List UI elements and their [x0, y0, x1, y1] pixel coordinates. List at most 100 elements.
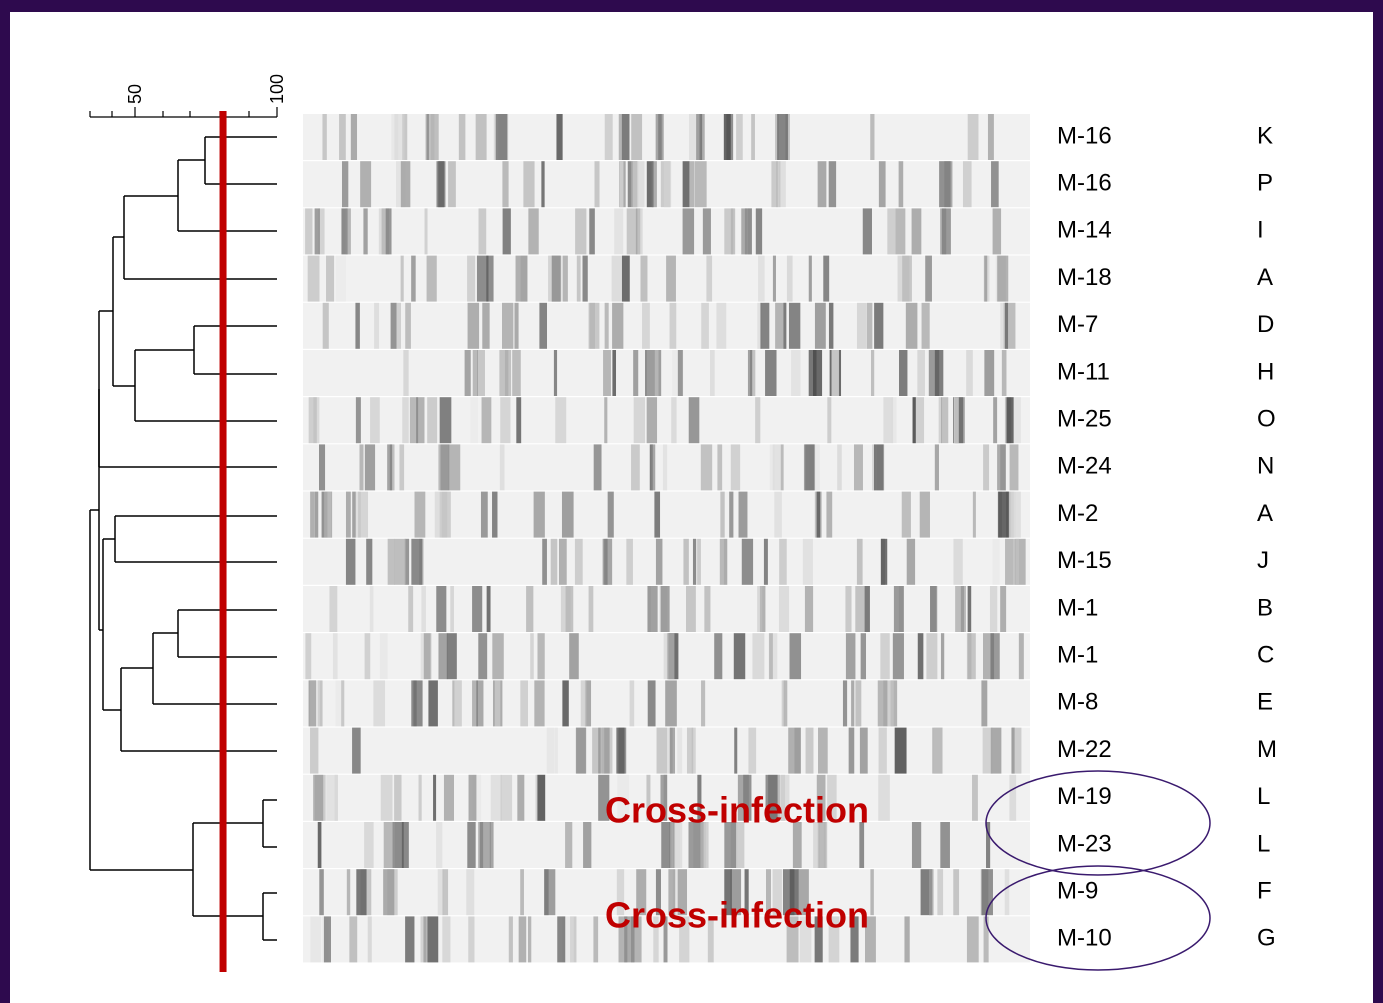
- gel-band: [627, 161, 638, 208]
- gel-band: [874, 444, 884, 491]
- gel-band: [618, 916, 628, 963]
- gel-band: [660, 774, 668, 821]
- gel-band: [757, 586, 763, 632]
- gel-band: [778, 161, 786, 208]
- gel-band: [781, 680, 786, 727]
- gel-band: [366, 538, 373, 585]
- gel-band: [1001, 350, 1007, 396]
- gel-band: [930, 586, 937, 632]
- gel-band: [618, 727, 627, 774]
- gel-band: [562, 916, 574, 963]
- gel-band: [724, 869, 732, 916]
- gel-band: [697, 774, 702, 821]
- isolate-label: M-24: [1057, 453, 1112, 480]
- gel-band: [556, 114, 563, 160]
- gel-band: [883, 397, 894, 444]
- gel-band: [617, 774, 630, 821]
- gel-band: [317, 822, 322, 868]
- gel-band: [677, 350, 683, 396]
- gel-band: [476, 680, 484, 727]
- gel-band: [530, 633, 534, 680]
- gel-band: [551, 255, 562, 302]
- gel-band: [618, 114, 630, 160]
- gel-band: [472, 586, 483, 632]
- gel-band: [878, 774, 890, 821]
- gel-band: [902, 255, 912, 302]
- gel-band: [967, 586, 972, 632]
- gel-band: [486, 586, 491, 632]
- gel-band: [598, 774, 610, 821]
- gel-band: [804, 586, 814, 632]
- gel-band: [604, 302, 609, 349]
- gel-band: [520, 680, 528, 727]
- gel-band: [489, 822, 494, 868]
- gel-band: [448, 444, 461, 491]
- gel-band: [904, 916, 910, 963]
- gel-band: [626, 208, 638, 255]
- gel-band: [576, 255, 581, 302]
- gel-band: [442, 916, 451, 963]
- isolate-label: M-1: [1057, 594, 1098, 621]
- gel-band: [645, 350, 655, 396]
- gel-band: [765, 774, 778, 821]
- gel-band: [624, 916, 635, 963]
- gel-band: [394, 538, 406, 585]
- gel-band: [788, 302, 801, 349]
- gel-band: [478, 633, 488, 680]
- gel-band: [941, 397, 949, 444]
- gel-band: [672, 350, 684, 396]
- gel-band: [856, 538, 863, 585]
- gel-band: [677, 727, 683, 774]
- gel-band: [743, 774, 752, 821]
- gel-band: [646, 397, 658, 444]
- gel-band: [921, 302, 930, 349]
- gel-band: [458, 114, 466, 160]
- gel-band: [686, 727, 694, 774]
- gel-band: [917, 633, 924, 680]
- gel-band: [569, 633, 579, 680]
- scale-tick-label: 50: [125, 84, 145, 104]
- gel-band: [862, 208, 872, 255]
- gel-band: [655, 869, 661, 916]
- gel-band: [817, 161, 827, 208]
- gel-band: [345, 208, 351, 255]
- gel-band: [358, 491, 369, 538]
- gel-band: [831, 350, 839, 396]
- gel-band: [797, 869, 809, 916]
- gel-band: [716, 302, 727, 349]
- gel-band: [326, 774, 338, 821]
- gel-band: [813, 350, 823, 396]
- gel-band: [409, 397, 419, 444]
- isolate-label: M-10: [1057, 925, 1112, 952]
- gel-band: [575, 208, 587, 255]
- gel-band: [442, 869, 449, 916]
- type-label: E: [1257, 689, 1273, 716]
- gel-band: [992, 538, 1000, 585]
- type-label: B: [1257, 594, 1273, 621]
- gel-band: [508, 916, 513, 963]
- type-label: H: [1257, 358, 1274, 385]
- gel-band: [327, 491, 333, 538]
- gel-band: [516, 397, 522, 444]
- gel-band: [750, 350, 756, 396]
- gel-band: [346, 869, 351, 916]
- gel-band: [604, 114, 613, 160]
- gel-band: [385, 208, 392, 255]
- isolate-label: M-16: [1057, 122, 1112, 149]
- gel-band: [448, 161, 456, 208]
- gel-band: [808, 350, 817, 396]
- gel-band: [779, 538, 787, 585]
- gel-band: [476, 255, 489, 302]
- gel-band: [633, 350, 639, 396]
- gel-band: [515, 255, 528, 302]
- gel-band: [341, 208, 348, 255]
- gel-band: [603, 350, 611, 396]
- isolate-label: M-1: [1057, 642, 1098, 669]
- gel-band: [387, 538, 395, 585]
- gel-band: [736, 822, 745, 868]
- gel-band: [632, 161, 645, 208]
- gel-band: [424, 208, 428, 255]
- gel-band: [345, 491, 351, 538]
- gel-band: [434, 491, 440, 538]
- gel-band: [899, 350, 908, 396]
